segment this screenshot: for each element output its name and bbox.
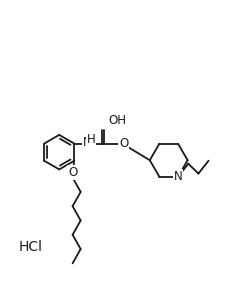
Text: N: N <box>174 170 182 183</box>
Text: HCl: HCl <box>19 239 43 254</box>
Text: O: O <box>68 166 77 179</box>
Text: H: H <box>87 133 95 146</box>
Text: N: N <box>83 136 91 149</box>
Text: O: O <box>119 137 128 150</box>
Text: OH: OH <box>108 114 126 127</box>
